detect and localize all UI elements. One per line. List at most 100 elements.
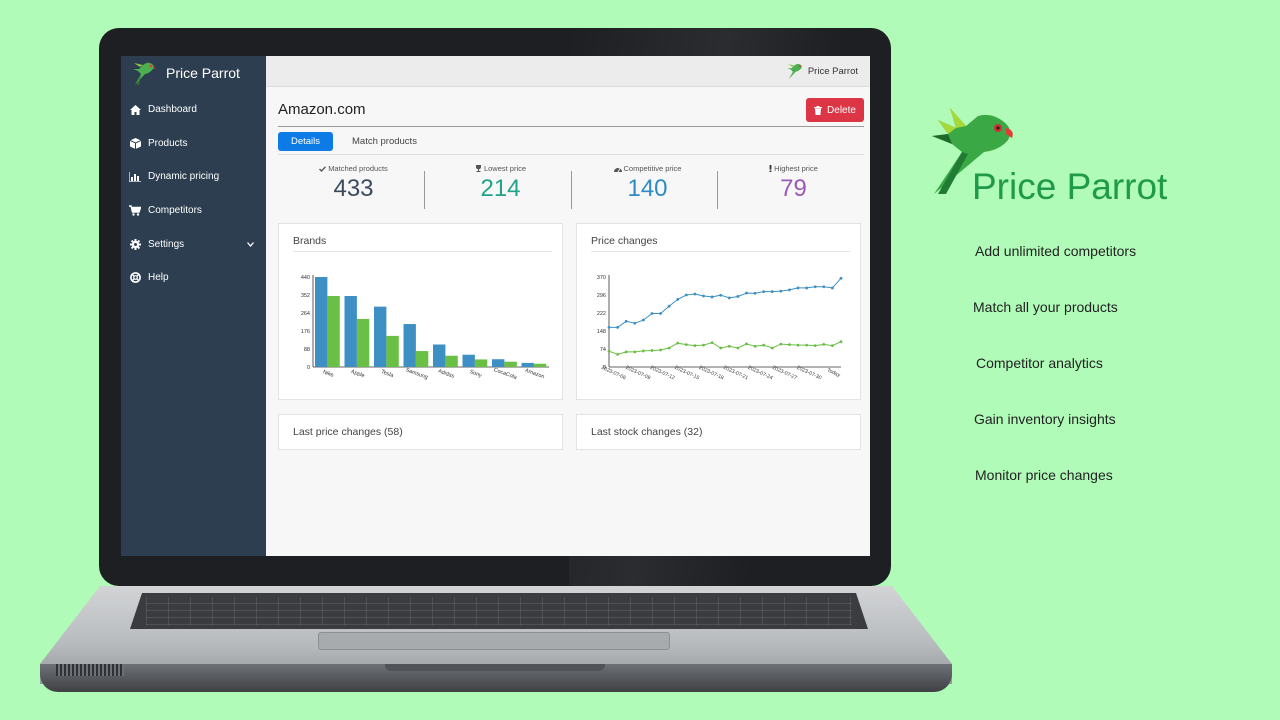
tabs-divider: [278, 154, 864, 155]
tab-details[interactable]: Details: [278, 132, 333, 151]
help-icon: [129, 272, 141, 284]
data-point: [676, 341, 680, 345]
bar: [315, 277, 328, 367]
price-changes-line-chart: 0741482222963702023-07-062023-07-092023-…: [597, 275, 843, 381]
stat-divider: [424, 171, 425, 209]
sidebar-item-help[interactable]: Help: [121, 261, 266, 295]
cart-icon: [129, 205, 141, 217]
data-point: [805, 343, 809, 347]
bar: [433, 344, 446, 367]
parrot-logo-icon: [133, 62, 156, 85]
data-point: [607, 325, 611, 329]
data-point: [796, 343, 800, 347]
y-tick-label: 440: [301, 275, 310, 281]
y-tick-label: 74: [600, 347, 606, 353]
sidebar-item-settings[interactable]: Settings: [121, 227, 266, 261]
data-point: [710, 295, 714, 299]
feature-item: Competitor analytics: [976, 355, 1103, 371]
stat-matched-products: Matched products 433: [280, 164, 427, 203]
delete-button[interactable]: Delete: [806, 98, 864, 122]
data-point: [770, 346, 774, 350]
data-point: [788, 343, 791, 347]
data-point: [745, 342, 748, 346]
data-point: [779, 342, 783, 346]
card-title-divider: [293, 251, 552, 252]
data-point: [796, 286, 800, 290]
sidebar-brand[interactable]: Price Parrot: [121, 57, 266, 89]
data-point: [788, 288, 791, 292]
bar: [386, 335, 399, 367]
brands-card: 0 88 176 264 352 440 Nike Apple Tesla Samsung Adid…: [278, 223, 563, 400]
bar: [533, 363, 547, 367]
data-point: [607, 349, 611, 353]
data-point: [641, 318, 645, 322]
card-title-divider: [591, 251, 850, 252]
bar: [504, 361, 517, 367]
gear-icon: [129, 238, 141, 250]
hero-title: Price Parrot: [972, 166, 1168, 207]
stat-competitive-price: Competitive price 140: [574, 164, 721, 203]
data-point: [745, 291, 748, 295]
data-point: [693, 344, 697, 347]
feature-item: Match all your products: [973, 299, 1118, 315]
y-tick-label: 88: [304, 347, 310, 353]
bar-chart-icon: [129, 171, 141, 183]
card-title: Last price changes (58): [293, 426, 403, 438]
last-stock-changes-card[interactable]: Last stock changes (32): [576, 414, 861, 450]
bar: [327, 296, 340, 367]
data-point: [719, 293, 723, 297]
data-point: [650, 349, 654, 352]
x-tick-label: CocaCola: [493, 367, 519, 381]
data-point: [633, 321, 637, 325]
data-point: [616, 352, 619, 356]
y-tick-label: 148: [597, 329, 606, 335]
stat-label: Matched products: [328, 164, 388, 173]
sidebar-item-dynamic-pricing[interactable]: Dynamic pricing: [121, 160, 266, 194]
stat-highest-price: Highest price 79: [720, 164, 867, 203]
y-tick-label: 0: [603, 365, 606, 371]
stat-divider: [717, 171, 718, 209]
data-point: [813, 344, 817, 347]
sidebar: Price Parrot Dashboard Products Dynamic …: [121, 56, 266, 556]
tab-match-products[interactable]: Match products: [352, 136, 417, 147]
sidebar-item-products[interactable]: Products: [121, 127, 266, 161]
stat-label: Lowest price: [483, 164, 527, 173]
data-point: [727, 296, 731, 300]
data-point: [839, 276, 843, 280]
data-point: [684, 293, 688, 297]
y-tick-label: 352: [301, 293, 310, 299]
sidebar-item-dashboard[interactable]: Dashboard: [121, 93, 266, 127]
data-point: [667, 346, 671, 350]
bar: [462, 354, 475, 367]
laptop-keyboard: [130, 593, 868, 629]
bar: [374, 306, 387, 367]
data-point: [831, 286, 834, 290]
x-tick-label: Today: [826, 367, 841, 378]
stat-lowest-price: Lowest price 214: [427, 164, 574, 203]
sidebar-item-label: Help: [148, 272, 169, 284]
feature-item: Gain inventory insights: [974, 411, 1116, 427]
y-tick-label: 264: [301, 311, 310, 317]
check-icon: [319, 165, 327, 172]
data-point: [684, 343, 688, 347]
sidebar-brand-text: Price Parrot: [166, 65, 240, 81]
topbar-brand-text: Price Parrot: [807, 65, 858, 77]
sidebar-item-label: Products: [148, 137, 188, 149]
data-point: [719, 346, 723, 350]
data-point: [779, 289, 783, 293]
last-price-changes-card[interactable]: Last price changes (58): [278, 414, 563, 450]
sidebar-item-competitors[interactable]: Competitors: [121, 194, 266, 228]
trash-icon: [814, 105, 823, 115]
data-point: [727, 344, 731, 348]
sidebar-item-label: Dashboard: [148, 104, 197, 116]
sidebar-item-label: Dynamic pricing: [148, 171, 220, 183]
x-tick-label: Adidas: [437, 368, 455, 379]
box-icon: [129, 137, 141, 149]
data-point: [659, 312, 662, 315]
card-title: Brands: [293, 235, 327, 247]
series-line: [609, 277, 842, 328]
topbar-brand[interactable]: Price Parrot: [786, 61, 858, 81]
data-point: [633, 350, 637, 354]
x-tick-label: Samsung: [405, 367, 429, 381]
stat-label: Highest price: [774, 164, 818, 173]
